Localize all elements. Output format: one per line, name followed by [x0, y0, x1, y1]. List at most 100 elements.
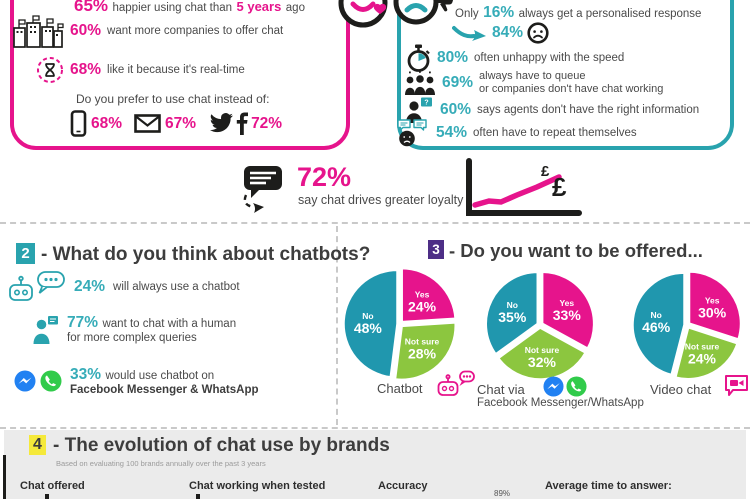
whatsapp-icon: [40, 370, 62, 392]
stat-happier-text: happier using chat than: [112, 2, 233, 14]
chart-axis-fragment: [3, 455, 6, 499]
pie-label-chatbot: Chatbot: [377, 381, 423, 396]
column-chat-working: Chat working when tested: [189, 480, 326, 492]
stat-chatbot-use-pct: 24%: [74, 278, 106, 295]
svg-text:Yes: Yes: [559, 298, 574, 308]
stat-speed: 80% often unhappy with the speed: [406, 44, 624, 72]
section3-badge: 3: [428, 240, 444, 259]
chat-bubble-arrow-icon: [243, 166, 282, 213]
facebook-icon: [236, 112, 249, 135]
stat-real-time-text: like it because it's real-time: [107, 64, 245, 76]
person-chat-icon: [33, 315, 58, 344]
hourglass-icon: [37, 57, 63, 83]
panel-chat-satisfaction: [10, 0, 350, 150]
svg-text:24%: 24%: [688, 350, 717, 366]
svg-text:No: No: [507, 300, 518, 310]
stat-happier-end: ago: [285, 2, 305, 14]
pie-label-messenger-whatsapp: Facebook Messenger/WhatsApp: [477, 397, 644, 409]
stat-messenger-chatbot: 33% would use chatbot on Facebook Messen…: [14, 366, 259, 396]
messenger-icon: [14, 370, 36, 392]
stat-messenger-chatbot-pct: 33%: [70, 366, 102, 383]
svg-text:35%: 35%: [498, 309, 527, 325]
prefer-row: 68% 67% 72%: [70, 110, 282, 137]
svg-text:Not sure: Not sure: [525, 345, 560, 355]
stat-queue: 69% always have to queue or companies do…: [404, 70, 663, 96]
column-chat-offered: Chat offered: [20, 480, 85, 492]
stat-queue-line1: always have to queue: [479, 70, 586, 82]
stat-agents-pct: 60%: [440, 101, 472, 118]
svg-text:Yes: Yes: [415, 290, 430, 300]
stat-messenger-chatbot-line2: Facebook Messenger & WhatsApp: [70, 384, 259, 396]
section4-subtitle: Based on evaluating 100 brands annually …: [56, 459, 266, 468]
svg-text:32%: 32%: [528, 354, 557, 370]
svg-text:48%: 48%: [354, 320, 383, 336]
stat-repeat-pct: 54%: [436, 123, 468, 141]
chatbot-robot-icon: [9, 271, 65, 301]
stat-real-time-pct: 68%: [70, 61, 102, 78]
video-chat-icon: [725, 375, 748, 396]
stat-personalised-pct: 16%: [483, 4, 515, 21]
messenger-icon-small: [543, 376, 564, 397]
svg-text:Not sure: Not sure: [685, 341, 720, 351]
svg-text:46%: 46%: [642, 319, 671, 335]
svg-text:30%: 30%: [698, 305, 727, 321]
pie-label-video-chat: Video chat: [650, 382, 712, 397]
pound-symbol-small: £: [541, 163, 550, 180]
pound-symbol-large: £: [552, 172, 567, 202]
stat-happier-pct: 65%: [74, 0, 109, 15]
stat-speed-pct: 80%: [437, 49, 469, 66]
column-avg-time: Average time to answer:: [545, 480, 672, 492]
stat-queue-pct: 69%: [442, 74, 474, 91]
bar-fragment-2: [196, 494, 200, 499]
stat-messenger-chatbot-text: 33% would use chatbot on Facebook Messen…: [70, 366, 259, 396]
svg-text:33%: 33%: [553, 307, 582, 323]
accuracy-value: 89%: [494, 489, 511, 498]
stat-personalised: Only 16% always get a personalised respo…: [455, 4, 701, 22]
stat-more-companies: 60% want more companies to offer chat: [12, 14, 283, 48]
stat-happier-highlight: 5 years: [236, 0, 282, 14]
buildings-icon: [13, 15, 64, 48]
unhappy-face-thumbs-down-icon: [393, 0, 454, 25]
svg-text:Yes: Yes: [705, 296, 720, 306]
stat-agents: ? 60% says agents don't have the right i…: [404, 97, 699, 123]
stat-personalised-pre: Only: [455, 8, 479, 20]
pie-label-chat-via: Chat via: [477, 382, 525, 397]
stat-queue-line2: or companies don't have chat working: [479, 83, 664, 95]
chatbot-robot-pink-icon: [437, 370, 475, 396]
svg-text:No: No: [362, 311, 373, 321]
twitter-icon: [210, 113, 234, 133]
prefer-heading: Do you prefer to use chat instead of:: [76, 92, 270, 106]
svg-text:28%: 28%: [408, 345, 437, 361]
loyalty-text: say chat drives greater loyalty: [298, 193, 464, 207]
queue-people-icon: [405, 71, 435, 95]
stat-human-chat-line2: for more complex queries: [67, 332, 197, 344]
svg-text:Not sure: Not sure: [405, 336, 440, 346]
email-icon: [134, 114, 161, 133]
column-accuracy: Accuracy: [378, 480, 428, 492]
stat-chatbot-use: 24% will always use a chatbot: [8, 270, 240, 304]
stat-not-personalised-pct: 84%: [492, 24, 524, 41]
svg-text:?: ?: [424, 100, 428, 107]
bar-fragment-1: [45, 494, 49, 499]
prefer-phone-pct: 68%: [91, 114, 123, 132]
divider-horizontal-2: [0, 427, 750, 429]
section2-title: - What do you think about chatbots?: [41, 244, 371, 265]
arrow-icon: [452, 26, 486, 41]
divider-vertical: [336, 226, 338, 425]
stat-happier: 65% happier using chat than 5 years ago: [74, 0, 305, 16]
prefer-email-pct: 67%: [165, 114, 197, 132]
stat-not-personalised: 84%: [452, 22, 549, 44]
stat-human-chat-line1: want to chat with a human: [102, 318, 237, 330]
stat-agents-text: says agents don't have the right informa…: [477, 104, 700, 116]
section4-panel: [4, 430, 746, 499]
loyalty-growth-graph: £ £: [466, 158, 582, 216]
panel-chat-frustration: [397, 0, 734, 150]
stat-queue-text: always have to queue or companies don't …: [479, 70, 663, 96]
section3-title: - Do you want to be offered...: [449, 240, 703, 261]
loyalty-pct: 72%: [297, 162, 352, 192]
sad-emoji-icon: [527, 22, 549, 44]
stat-human-chat-text: 77% want to chat with a human for more c…: [67, 314, 236, 344]
